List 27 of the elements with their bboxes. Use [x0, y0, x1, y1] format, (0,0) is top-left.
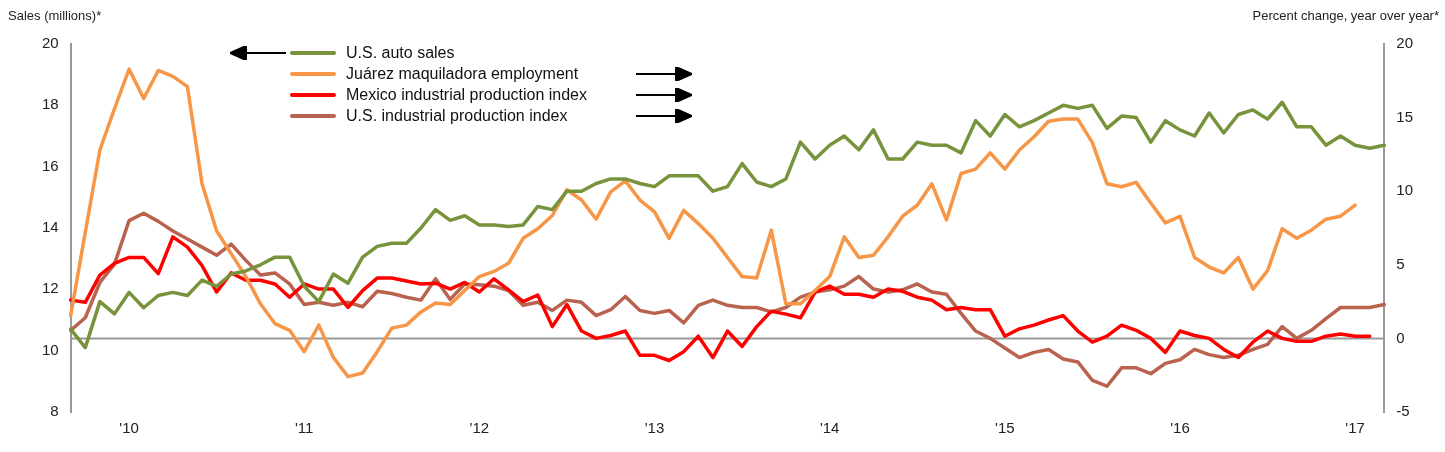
- y2-tick-label: -5: [1396, 402, 1410, 420]
- y-tick-label: 8: [50, 402, 59, 420]
- y2-tick-label: 20: [1396, 34, 1413, 52]
- x-tick-label: '12: [469, 419, 490, 437]
- y-tick-label: 10: [42, 340, 59, 358]
- y-tick-label: 16: [42, 156, 59, 174]
- y-tick-label: 12: [42, 279, 59, 297]
- legend-label: U.S. industrial production index: [346, 107, 569, 125]
- x-tick-label: '14: [819, 419, 840, 437]
- legend-label: Juárez maquiladora employment: [346, 65, 580, 83]
- y2-tick-label: 15: [1396, 107, 1413, 125]
- y2-tick-label: 0: [1396, 328, 1405, 346]
- x-tick-label: '13: [644, 419, 665, 437]
- x-tick-label: '10: [119, 419, 139, 437]
- y-tick-label: 18: [42, 95, 59, 113]
- y-tick-label: 14: [42, 218, 59, 236]
- y2-axis-title: Percent change, year over year*: [1252, 8, 1439, 23]
- x-tick-label: '17: [1345, 419, 1365, 437]
- legend-label: Mexico industrial production index: [346, 86, 588, 104]
- x-tick-label: '16: [1170, 419, 1190, 437]
- y-tick-label: 20: [42, 34, 59, 52]
- y2-tick-label: 10: [1396, 181, 1413, 199]
- legend-label: U.S. auto sales: [346, 44, 456, 62]
- y2-tick-label: 5: [1396, 254, 1405, 272]
- y-axis-title: Sales (millions)*: [8, 8, 102, 23]
- x-tick-label: '15: [995, 419, 1015, 437]
- x-tick-label: '11: [295, 419, 314, 437]
